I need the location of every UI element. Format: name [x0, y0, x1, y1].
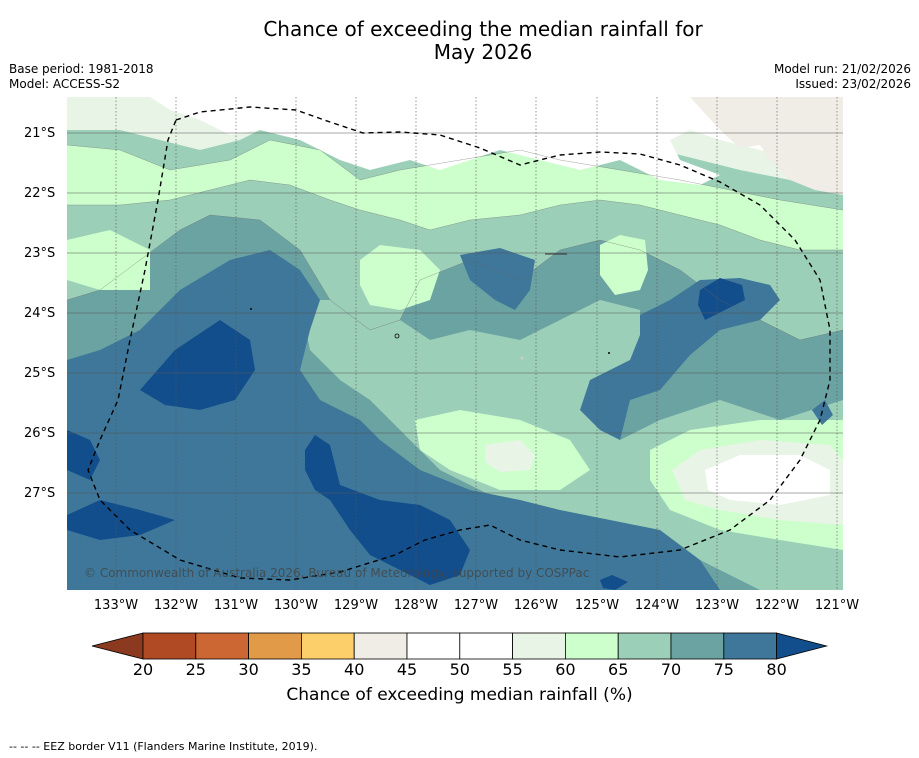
colorbar-extend-low — [91, 632, 144, 660]
lon-label: 128°W — [393, 598, 439, 613]
colorbar-tick-label: 45 — [396, 660, 418, 679]
lon-label: 132°W — [153, 598, 199, 613]
lon-label: 122°W — [754, 598, 800, 613]
island-marker — [394, 333, 400, 339]
colorbar-tick-label: 35 — [291, 660, 312, 679]
lat-label: 23°S — [24, 246, 56, 261]
contour-60-65-b — [67, 230, 150, 290]
colorbar-tick-label: 75 — [713, 660, 734, 679]
colorbar-tick-label: 40 — [344, 660, 365, 679]
colorbar-tick-label: 50 — [449, 660, 470, 679]
island-marker — [520, 356, 524, 360]
latitude-lines — [67, 132, 843, 494]
colorbar-tick-label: 25 — [185, 660, 206, 679]
contour-60-65-c — [360, 245, 440, 310]
colorbar-tick-label: 20 — [132, 660, 154, 679]
colorbar-segment — [300, 632, 355, 660]
lon-label: 126°W — [513, 598, 559, 613]
model-run: Model run: 21/02/2026 — [773, 62, 911, 76]
contour-above-80-b — [698, 278, 745, 320]
colorbar-tick-label: 55 — [502, 660, 523, 679]
contour-field: © Commonwealth of Australia 2026, Bureau… — [67, 97, 843, 590]
contour-60-65-d — [600, 235, 648, 295]
eez-border — [87, 106, 831, 581]
lon-label: 131°W — [213, 598, 259, 613]
meta-right: Model run: 21/02/2026 Issued: 23/02/2026 — [774, 62, 911, 92]
contour-45-55 — [150, 97, 843, 185]
base-period: Base period: 1981-2018 — [9, 62, 154, 76]
colorbar-extend-high — [776, 632, 829, 660]
contour-55-60-b — [485, 440, 535, 472]
lon-label: 125°W — [574, 598, 620, 613]
contour-60-65 — [67, 140, 843, 250]
island-marker — [250, 308, 252, 310]
lon-label: 129°W — [333, 598, 379, 613]
contour-45-55-b — [705, 455, 830, 505]
lat-label: 24°S — [24, 306, 56, 321]
meta-left: Base period: 1981-2018 Model: ACCESS-S2 — [9, 62, 154, 92]
copyright-text: © Commonwealth of Australia 2026, Bureau… — [84, 566, 589, 580]
contour-above-80-f — [600, 575, 628, 590]
graticule — [115, 97, 838, 590]
colorbar-tick-label: 70 — [660, 660, 682, 679]
lon-label: 124°W — [634, 598, 680, 613]
title-line-1: Chance of exceeding the median rainfall … — [263, 17, 703, 41]
colorbar-segment — [353, 632, 408, 660]
lon-label: 123°W — [694, 598, 740, 613]
lat-label: 22°S — [24, 186, 56, 201]
colorbar-segment — [617, 632, 672, 660]
colorbar-segment — [459, 632, 513, 660]
contour-above-80-e — [305, 435, 470, 585]
colorbar-segment — [248, 632, 302, 660]
colorbar-tick-label: 80 — [766, 660, 787, 679]
colorbar-segment — [406, 632, 461, 660]
contour-above-80 — [140, 320, 255, 410]
issued-date: Issued: 23/02/2026 — [795, 77, 911, 91]
lon-label: 133°W — [93, 598, 139, 613]
colorbar-tick-label: 65 — [608, 660, 629, 679]
lat-label: 26°S — [24, 426, 56, 441]
colorbar-segment — [142, 632, 197, 660]
contour-lines — [67, 139, 843, 341]
rainfall-map: © Commonwealth of Australia 2026, Bureau… — [67, 97, 843, 590]
title-line-2: May 2026 — [433, 40, 533, 64]
island-marker — [608, 352, 610, 354]
lon-label: 121°W — [814, 598, 860, 613]
colorbar-segment — [195, 632, 250, 660]
colorbar-tick-label: 30 — [238, 660, 259, 679]
lat-label: 25°S — [24, 366, 56, 381]
colorbar-tick-label: 60 — [555, 660, 576, 679]
model-name: Model: ACCESS-S2 — [9, 77, 121, 91]
contour-above-80-c — [67, 430, 100, 480]
eez-footnote: -- -- -- EEZ border V11 (Flanders Marine… — [9, 740, 318, 753]
colorbar-segment — [723, 632, 777, 660]
colorbar-segment — [512, 632, 566, 660]
lon-label: 130°W — [273, 598, 319, 613]
colorbar-segment — [565, 632, 619, 660]
colorbar-label: Chance of exceeding median rainfall (%) — [286, 685, 633, 705]
lat-label: 27°S — [24, 486, 56, 501]
lat-label: 21°S — [24, 126, 56, 141]
contour-above-80-d — [67, 500, 175, 540]
contour-40-45 — [690, 97, 843, 195]
contour-75-80-c — [580, 278, 780, 440]
chart-title: Chance of exceeding the median rainfall … — [0, 18, 919, 64]
colorbar-segment — [670, 632, 725, 660]
lon-label: 127°W — [453, 598, 499, 613]
